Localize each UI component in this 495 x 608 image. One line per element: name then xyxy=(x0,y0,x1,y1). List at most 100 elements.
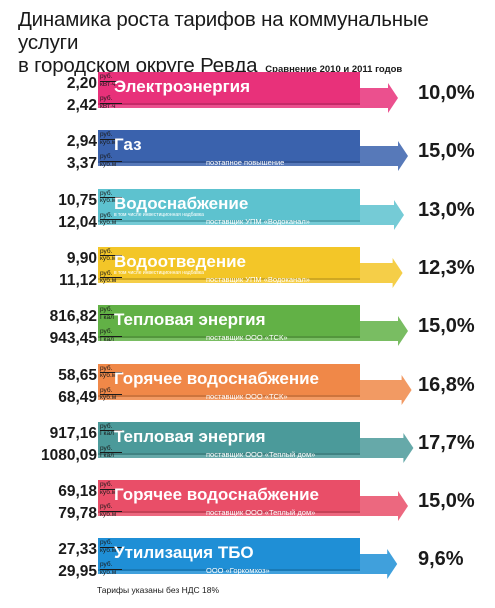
value-2010: 27,33 xyxy=(58,541,97,559)
tariff-row: 58,65 68,49 руб. куб.м руб. куб.м Горячее водо… xyxy=(0,354,495,416)
unit-numerator: руб. xyxy=(100,95,113,102)
unit-2010: руб. Гкал xyxy=(100,306,122,321)
value-2010: 58,65 xyxy=(58,366,97,384)
bar-2010 xyxy=(98,538,360,570)
bar-divider xyxy=(98,277,360,280)
unit-denominator: куб.м xyxy=(100,197,122,205)
tariff-row: 69,18 79,78 руб. куб.м руб. куб.м Горячее водо… xyxy=(0,470,495,532)
unit-2011: руб. Гкал xyxy=(100,328,122,344)
supplier-note: поставщик ООО «ТСК» xyxy=(206,333,288,343)
service-label: Горячее водоснабжение xyxy=(114,485,320,505)
tariff-row: 2,94 3,37 руб. куб.м руб. куб.м Газ поэтапное п… xyxy=(0,120,495,182)
tariff-bars xyxy=(98,538,398,580)
tariff-row: 2,20 2,42 руб. кВт·ч руб. кВт·ч Электроэнергия… xyxy=(0,62,495,124)
value-2011: 68,49 xyxy=(58,388,97,406)
value-2010: 69,18 xyxy=(58,483,97,501)
bar-2010 xyxy=(98,188,360,220)
unit-numerator: руб. xyxy=(100,306,113,314)
unit-2010: руб. куб.м xyxy=(100,540,122,554)
value-2010: 2,94 xyxy=(66,133,97,151)
title-line-2-text: в городском округе Ревда xyxy=(18,54,258,77)
service-label: Газ xyxy=(114,135,142,155)
unit-denominator: куб.м xyxy=(100,255,122,263)
supplier-note: поставщик УПМ «Водоканал» xyxy=(206,216,310,226)
bar-divider xyxy=(98,103,360,105)
unit-2010: руб. куб.м xyxy=(100,189,122,205)
unit-denominator: Гкал xyxy=(100,335,122,344)
value-2010: 917,16 xyxy=(49,424,97,442)
value-2011: 1080,09 xyxy=(40,446,97,464)
bar-2010 xyxy=(98,72,360,103)
unit-numerator: руб. xyxy=(100,211,113,219)
unit-numerator: руб. xyxy=(100,328,113,336)
bar-2010 xyxy=(98,246,360,278)
value-2010: 816,82 xyxy=(49,308,97,326)
tariff-bars xyxy=(98,480,408,522)
unit-numerator: руб. xyxy=(100,422,113,430)
bar-2010 xyxy=(98,130,360,162)
unit-denominator: куб.м xyxy=(100,372,122,380)
value-2011: 943,45 xyxy=(49,330,97,348)
tariff-bars xyxy=(98,421,414,463)
value-2011: 2,42 xyxy=(66,97,97,114)
unit-2010: руб. Гкал xyxy=(100,422,122,438)
bar-divider xyxy=(98,511,360,514)
unit-numerator: руб. xyxy=(100,131,113,139)
investment-note: в том числе инвестиционная надбавка xyxy=(114,269,204,276)
supplier-note: поставщик ООО «Теплый дом» xyxy=(206,449,316,459)
value-2010: 2,20 xyxy=(66,75,97,92)
tariff-bars xyxy=(98,246,403,288)
unit-numerator: руб. xyxy=(100,247,113,255)
unit-denominator: кВт·ч xyxy=(100,102,122,111)
bar-divider xyxy=(98,452,360,455)
tariff-bars xyxy=(98,130,408,172)
unit-denominator: Гкал xyxy=(100,452,122,460)
unit-numerator: руб. xyxy=(100,73,113,80)
tariff-bars xyxy=(98,188,404,230)
supplier-note: ООО «Горкомхоз» xyxy=(206,566,270,576)
value-2011: 11,12 xyxy=(59,271,97,289)
unit-numerator: руб. xyxy=(100,539,113,547)
tariff-row: 816,82 943,45 руб. Гкал руб. Гкал Тепловая эне… xyxy=(0,295,495,357)
tariff-row: 27,33 29,95 руб. куб.м руб. куб.м Утилизация Т… xyxy=(0,528,495,590)
unit-2011: руб. Гкал xyxy=(100,445,122,460)
footnote: Тарифы указаны без НДС 18% xyxy=(97,585,220,595)
unit-2011: руб. кВт·ч xyxy=(100,95,122,111)
chart-title: Динамика роста тарифов на коммунальные у… xyxy=(18,8,488,81)
unit-denominator: куб.м xyxy=(100,277,122,285)
value-2010: 9,90 xyxy=(66,249,97,267)
growth-percent: 16,8% xyxy=(418,373,475,396)
tariff-row: 9,90 11,12 руб. куб.м руб. куб.м Водоотведение… xyxy=(0,237,495,299)
unit-numerator: руб. xyxy=(100,503,113,511)
bar-divider xyxy=(98,394,360,397)
bar-divider xyxy=(98,161,360,164)
tariff-bars xyxy=(98,305,408,347)
growth-percent: 15,0% xyxy=(418,315,475,338)
bar-divider xyxy=(98,336,360,339)
growth-percent: 17,7% xyxy=(418,431,475,454)
unit-2011: руб. куб.м xyxy=(100,211,122,227)
service-label: Водоотведение xyxy=(114,251,246,271)
investment-note: в том числе инвестиционная надбавка xyxy=(114,211,204,218)
unit-denominator: куб.м xyxy=(100,160,122,169)
title-line-1: Динамика роста тарифов на коммунальные у… xyxy=(18,8,429,54)
unit-numerator: руб. xyxy=(100,481,113,489)
growth-percent: 15,0% xyxy=(418,140,475,163)
growth-percent: 10,0% xyxy=(418,82,475,104)
growth-percent: 9,6% xyxy=(418,548,464,571)
unit-numerator: руб. xyxy=(100,189,113,197)
unit-denominator: куб.м xyxy=(100,568,122,577)
supplier-note: поэтапное повышение xyxy=(206,158,285,168)
unit-denominator: Гкал xyxy=(100,430,122,438)
bar-2010 xyxy=(98,480,360,512)
unit-denominator: куб.м xyxy=(100,394,122,402)
unit-denominator: кВт·ч xyxy=(100,80,122,89)
value-2011: 12,04 xyxy=(58,213,97,231)
service-label: Электроэнергия xyxy=(114,77,251,96)
tariff-row: 917,16 1080,09 руб. Гкал руб. Гкал Тепловая эн… xyxy=(0,412,495,474)
unit-numerator: руб. xyxy=(100,269,113,277)
unit-numerator: руб. xyxy=(100,153,113,161)
unit-2010: руб. куб.м xyxy=(100,247,122,263)
unit-denominator: куб.м xyxy=(100,488,122,497)
service-label: Тепловая энергия xyxy=(114,310,266,330)
